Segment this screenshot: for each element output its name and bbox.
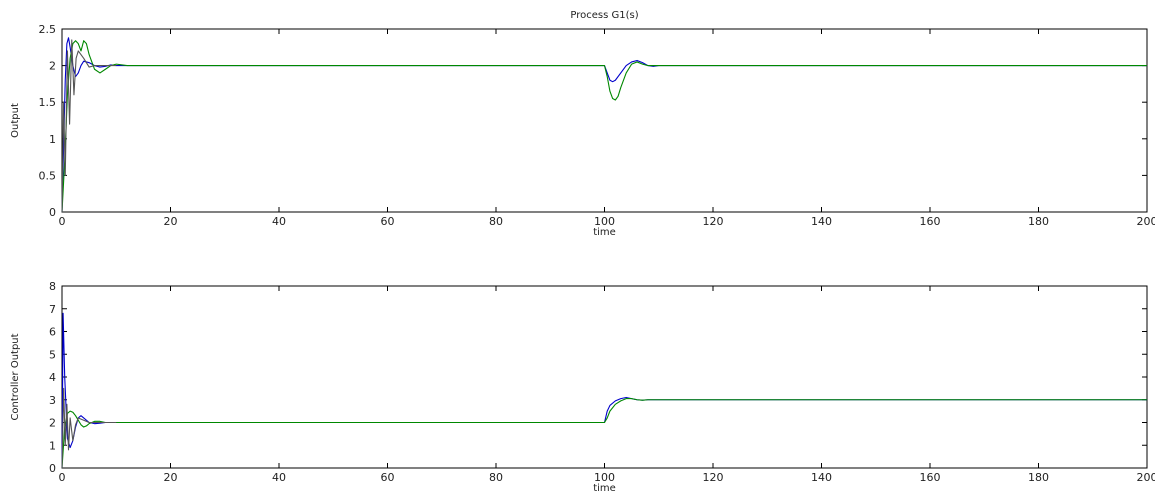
x-tick-label-top: 20 [164, 215, 178, 228]
x-tick-label-top: 120 [703, 215, 724, 228]
x-tick-label-bottom: 160 [920, 471, 941, 484]
y-tick-label-bottom: 5 [49, 348, 56, 361]
x-tick-label-bottom: 120 [703, 471, 724, 484]
y-tick-label-top: 0.5 [39, 169, 57, 182]
y-axis-title-top: Output [10, 103, 21, 138]
y-tick-label-bottom: 3 [49, 394, 56, 407]
y-tick-label-top: 2 [49, 60, 56, 73]
y-tick-label-top: 2.5 [39, 23, 57, 36]
x-tick-label-top: 180 [1028, 215, 1049, 228]
series-line-bottom-2 [61, 387, 117, 469]
y-tick-label-top: 1 [49, 133, 56, 146]
x-tick-label-bottom: 200 [1137, 471, 1155, 484]
x-tick-label-top: 140 [811, 215, 832, 228]
y-tick-label-bottom: 4 [49, 371, 56, 384]
x-tick-label-bottom: 100 [594, 471, 615, 484]
x-tick-label-top: 40 [272, 215, 286, 228]
y-tick-label-bottom: 0 [49, 462, 56, 475]
x-axis-title-top: time [593, 227, 616, 238]
x-tick-label-bottom: 0 [59, 471, 66, 484]
y-tick-label-bottom: 1 [49, 439, 56, 452]
x-tick-label-top: 0 [59, 215, 66, 228]
y-tick-label-bottom: 8 [49, 280, 56, 293]
x-tick-label-top: 80 [489, 215, 503, 228]
x-tick-label-top: 100 [594, 215, 615, 228]
x-axis-title-bottom: time [593, 483, 616, 493]
x-tick-label-bottom: 180 [1028, 471, 1049, 484]
y-tick-label-bottom: 7 [49, 303, 56, 316]
y-tick-label-top: 0 [49, 206, 56, 219]
plot-frame-bottom [61, 285, 1148, 469]
y-tick-label-top: 1.5 [39, 96, 57, 109]
x-tick-label-top: 60 [381, 215, 395, 228]
x-tick-label-top: 200 [1137, 215, 1155, 228]
y-axis-title-bottom: Controller Output [10, 333, 21, 420]
plot-frame-top [61, 28, 1148, 213]
y-tick-label-bottom: 2 [49, 417, 56, 430]
chart-title-top: Process G1(s) [570, 10, 638, 21]
x-tick-label-bottom: 80 [489, 471, 503, 484]
x-tick-label-bottom: 60 [381, 471, 395, 484]
series-line-top-2 [61, 39, 117, 213]
y-tick-label-bottom: 6 [49, 326, 56, 339]
x-tick-label-bottom: 20 [164, 471, 178, 484]
series-line-top-1 [61, 40, 1147, 213]
x-tick-label-bottom: 40 [272, 471, 286, 484]
x-tick-label-bottom: 140 [811, 471, 832, 484]
x-tick-label-top: 160 [920, 215, 941, 228]
